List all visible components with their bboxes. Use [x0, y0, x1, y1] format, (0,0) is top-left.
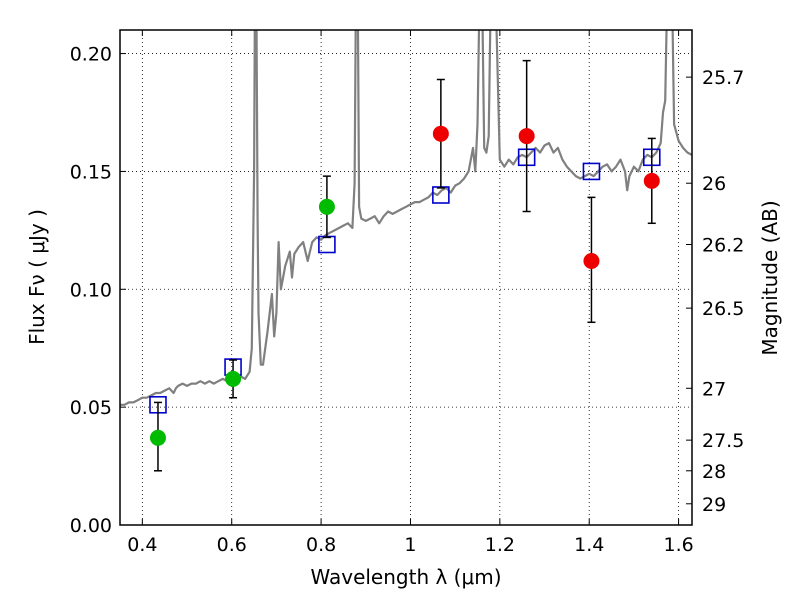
- observed-point: [518, 128, 535, 145]
- observed-point: [432, 125, 449, 142]
- observed-point: [318, 198, 335, 215]
- plot-frame: [119, 29, 693, 526]
- observed-point: [225, 370, 242, 387]
- grid-lines: [120, 30, 692, 525]
- observed-point: [643, 172, 660, 189]
- y-tick-label: 0.20: [70, 44, 112, 66]
- x-tick-label: 1.6: [663, 534, 693, 556]
- right-tick-label: 25.7: [702, 67, 744, 89]
- right-tick-label: 28: [702, 461, 726, 483]
- y-tick-label: 0.00: [70, 515, 112, 537]
- x-tick-label: 0.6: [217, 534, 247, 556]
- right-tick-label: 26: [702, 173, 726, 195]
- spectrum-line: [120, 30, 692, 406]
- observed-point: [149, 429, 166, 446]
- right-tick-label: 29: [702, 494, 726, 516]
- observed-point: [583, 253, 600, 269]
- x-tick-label: 1.2: [485, 534, 515, 556]
- y-tick-label: 0.10: [70, 279, 112, 301]
- right-tick-label: 27.5: [702, 430, 744, 452]
- right-tick-label: 26.2: [702, 235, 744, 257]
- x-tick-label: 0.8: [306, 534, 336, 556]
- y-axis-title-left: Flux Fν ( μJy ): [25, 209, 49, 345]
- y-tick-label: 0.15: [70, 161, 112, 183]
- right-tick-label: 26.5: [702, 298, 744, 320]
- x-tick-label: 1.4: [574, 534, 604, 556]
- x-axis-title: Wavelength λ (μm): [310, 565, 501, 589]
- y-tick-label: 0.05: [70, 397, 112, 419]
- model-photometry-marker: [582, 162, 601, 181]
- chart-series: [120, 30, 692, 472]
- x-tick-label: 1: [404, 534, 416, 556]
- right-tick-label: 27: [702, 378, 726, 400]
- y-axis-title-right: Magnitude (AB): [758, 200, 782, 355]
- axes: 0.4 0.6 0.8 1 1.2 1.4 1.6 0.00 0.05 0.10 0.15 0.20 2…: [70, 30, 744, 556]
- x-tick-label: 0.4: [127, 534, 157, 556]
